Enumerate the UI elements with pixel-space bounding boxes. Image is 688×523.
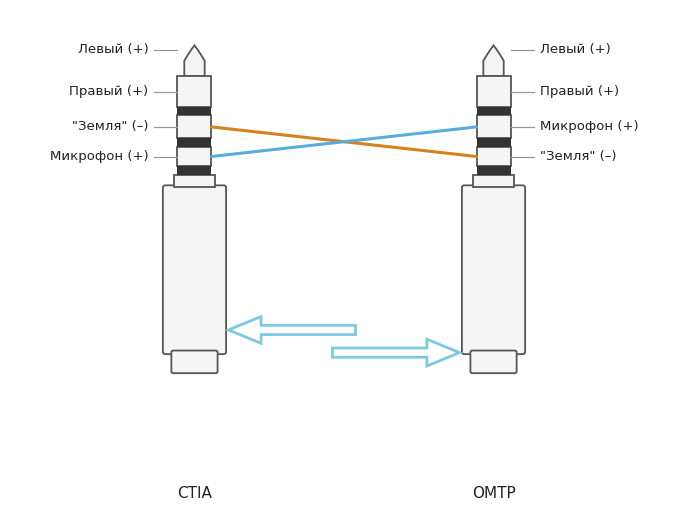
Polygon shape	[484, 46, 504, 76]
FancyBboxPatch shape	[462, 185, 525, 354]
FancyBboxPatch shape	[477, 76, 510, 107]
Text: Правый (+): Правый (+)	[69, 85, 148, 98]
FancyBboxPatch shape	[477, 147, 510, 166]
FancyBboxPatch shape	[178, 107, 211, 116]
Text: Правый (+): Правый (+)	[540, 85, 619, 98]
Text: "Земля" (–): "Земля" (–)	[540, 150, 616, 163]
FancyBboxPatch shape	[178, 76, 211, 107]
FancyBboxPatch shape	[471, 350, 517, 373]
Text: Микрофон (+): Микрофон (+)	[50, 150, 148, 163]
FancyBboxPatch shape	[473, 175, 514, 187]
Text: OMTP: OMTP	[472, 485, 515, 501]
FancyBboxPatch shape	[477, 139, 510, 147]
FancyBboxPatch shape	[171, 350, 217, 373]
Text: CTIA: CTIA	[177, 485, 212, 501]
Text: Левый (+): Левый (+)	[540, 43, 610, 56]
FancyBboxPatch shape	[178, 139, 211, 147]
FancyBboxPatch shape	[178, 166, 211, 175]
Text: "Земля" (–): "Земля" (–)	[72, 120, 148, 133]
FancyBboxPatch shape	[477, 116, 510, 139]
FancyBboxPatch shape	[477, 166, 510, 175]
FancyBboxPatch shape	[174, 175, 215, 187]
Text: Микрофон (+): Микрофон (+)	[540, 120, 638, 133]
FancyBboxPatch shape	[163, 185, 226, 354]
Text: Левый (+): Левый (+)	[78, 43, 148, 56]
Polygon shape	[228, 316, 356, 343]
FancyBboxPatch shape	[178, 147, 211, 166]
Polygon shape	[332, 339, 460, 366]
FancyBboxPatch shape	[178, 116, 211, 139]
FancyBboxPatch shape	[477, 107, 510, 116]
Polygon shape	[184, 46, 204, 76]
